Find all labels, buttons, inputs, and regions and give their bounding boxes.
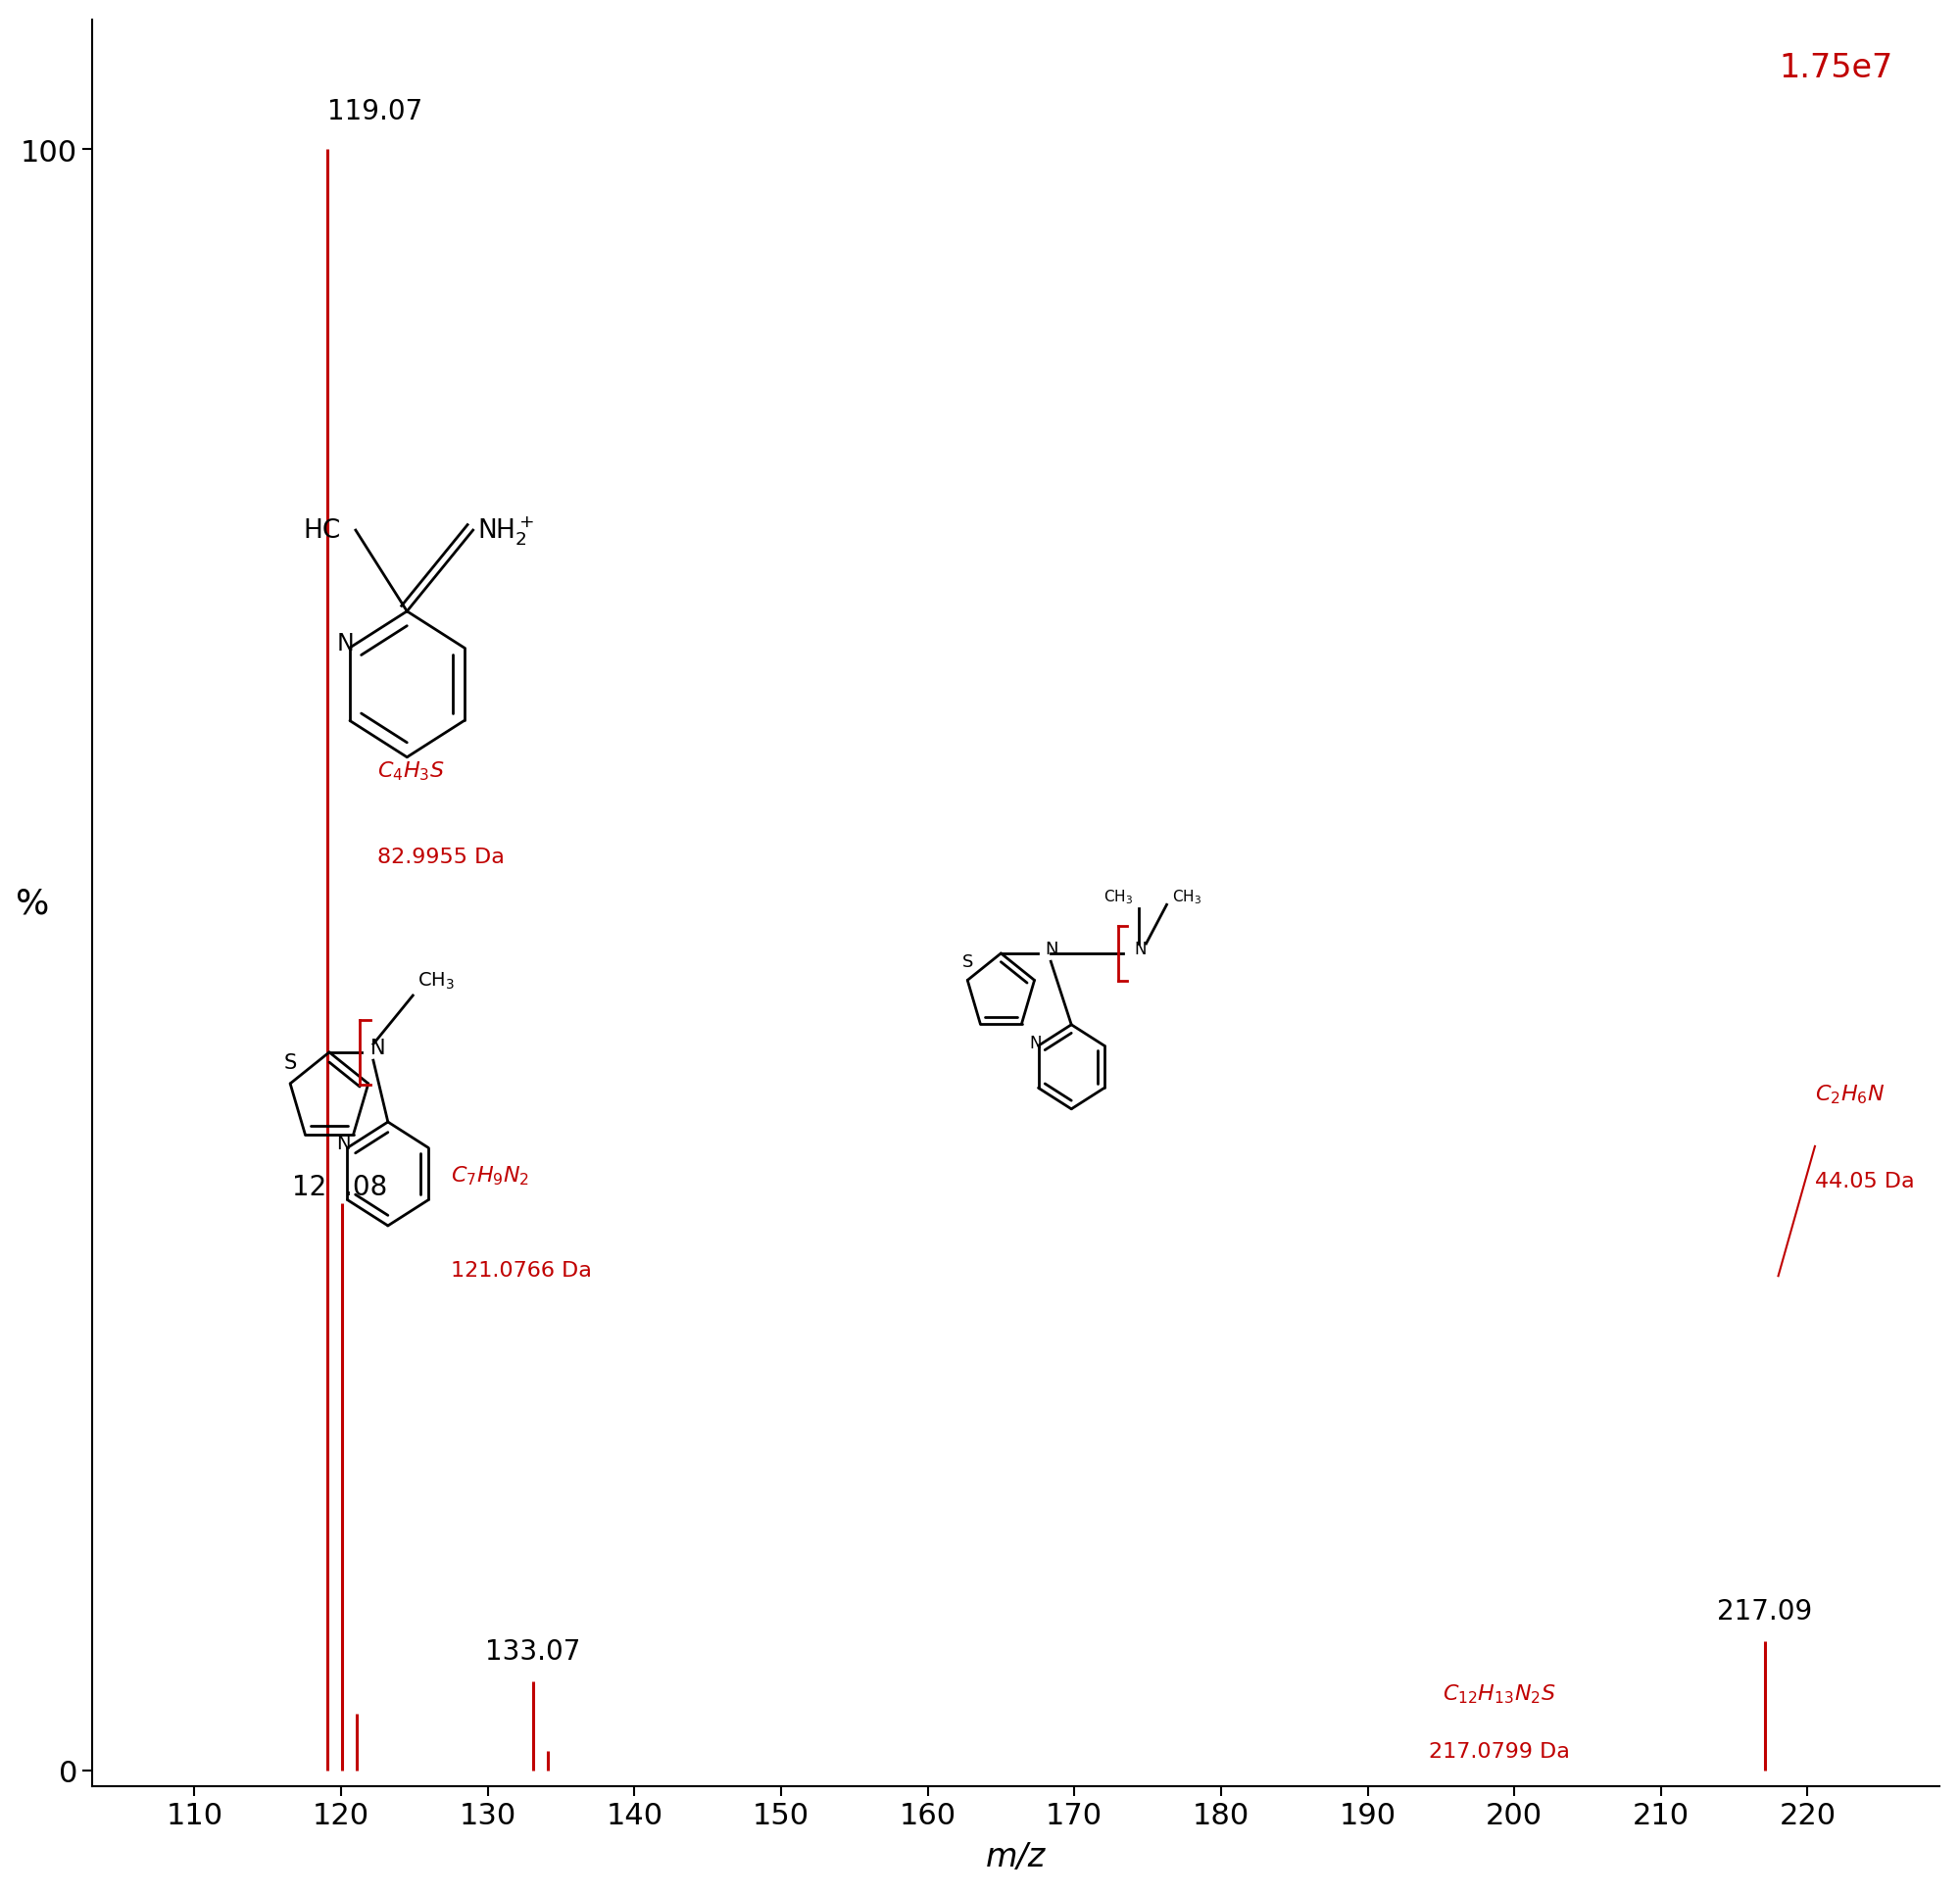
Text: CH$_3$: CH$_3$	[1103, 888, 1133, 907]
Text: .08: .08	[343, 1174, 388, 1200]
Text: N: N	[1135, 941, 1147, 958]
X-axis label: m/z: m/z	[986, 1840, 1045, 1872]
Text: S: S	[284, 1053, 296, 1073]
Text: 12: 12	[292, 1174, 325, 1200]
Y-axis label: %: %	[16, 888, 49, 920]
Text: 217.09: 217.09	[1717, 1598, 1813, 1624]
Text: $C_7H_9N_2$: $C_7H_9N_2$	[451, 1164, 529, 1187]
Text: NH$_2^+$: NH$_2^+$	[478, 515, 535, 547]
Text: 82.9955 Da: 82.9955 Da	[378, 846, 506, 867]
Text: 217.0799 Da: 217.0799 Da	[1429, 1742, 1570, 1760]
Text: 119.07: 119.07	[327, 98, 423, 125]
Text: 121.0766 Da: 121.0766 Da	[451, 1261, 592, 1280]
Text: $C_{12}H_{13}N_2S$: $C_{12}H_{13}N_2S$	[1443, 1681, 1556, 1704]
Text: N: N	[370, 1037, 386, 1058]
Text: $C_2H_6N$: $C_2H_6N$	[1815, 1083, 1886, 1106]
Text: HC: HC	[304, 519, 341, 543]
Text: 1.75e7: 1.75e7	[1780, 53, 1893, 85]
Text: N: N	[1029, 1034, 1041, 1053]
Text: CH$_3$: CH$_3$	[417, 971, 455, 992]
Text: N: N	[1045, 941, 1058, 958]
Text: N: N	[337, 632, 355, 655]
Text: 133.07: 133.07	[484, 1637, 580, 1666]
Text: 44.05 Da: 44.05 Da	[1815, 1172, 1915, 1191]
Text: N: N	[335, 1134, 351, 1153]
Text: S: S	[962, 954, 972, 971]
Text: $C_4H_3S$: $C_4H_3S$	[378, 759, 445, 782]
Text: CH$_3$: CH$_3$	[1172, 888, 1201, 907]
